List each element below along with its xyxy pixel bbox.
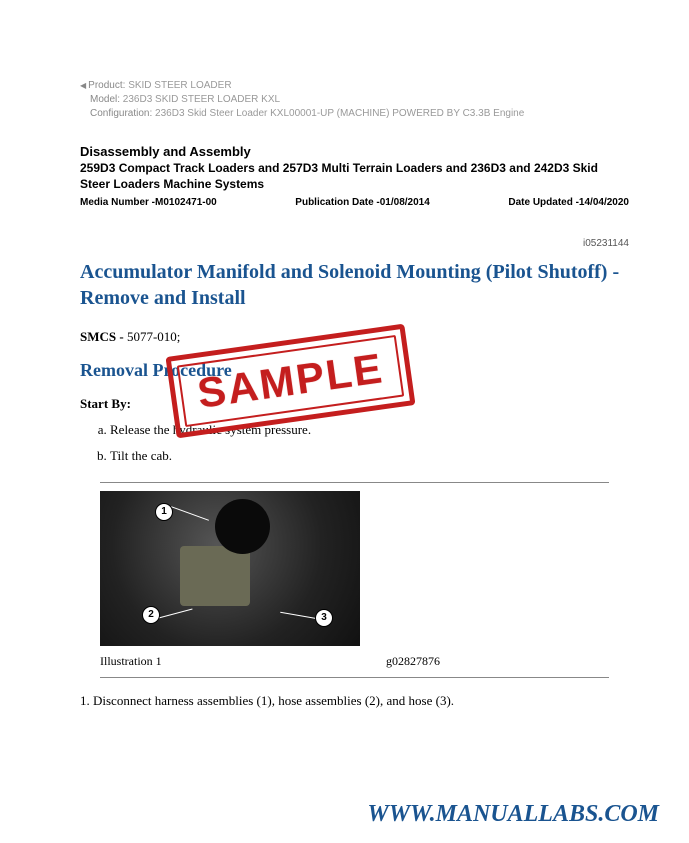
illustration-gnum: g02827876 [386, 654, 440, 669]
date-updated: Date Updated -14/04/2020 [508, 197, 629, 208]
document-page: ◀Product: SKID STEER LOADER Model: 236D3… [0, 0, 689, 729]
step-1: 1. Disconnect harness assemblies (1), ho… [80, 693, 629, 709]
illustration-wrap: 1 2 3 [100, 491, 629, 646]
caption-row: Illustration 1 g02827876 [100, 654, 440, 669]
product-label: Product: [88, 80, 125, 91]
divider-bottom [100, 677, 609, 678]
config-label: Configuration: [90, 108, 152, 119]
smcs-label: SMCS - [80, 329, 124, 344]
doc-id: i05231144 [80, 238, 629, 249]
meta-product: ◀Product: SKID STEER LOADER [80, 80, 629, 91]
divider-top [100, 482, 609, 483]
step-b: Tilt the cab. [110, 448, 629, 464]
section-header: Disassembly and Assembly 259D3 Compact T… [80, 144, 629, 208]
media-number: Media Number -M0102471-00 [80, 197, 217, 208]
da-subtitle: 259D3 Compact Track Loaders and 257D3 Mu… [80, 161, 629, 192]
start-by-list: Release the hydraulic system pressure. T… [80, 422, 629, 464]
meta-config: Configuration: 236D3 Skid Steer Loader K… [80, 108, 629, 119]
da-title: Disassembly and Assembly [80, 144, 629, 159]
footer-url: WWW.MANUALLABS.COM [367, 801, 659, 828]
config-value: 236D3 Skid Steer Loader KXL00001-UP (MAC… [155, 108, 524, 119]
smcs-line: SMCS - 5077-010; [80, 329, 629, 345]
model-value: 236D3 SKID STEER LOADER KXL [123, 94, 280, 105]
product-value: SKID STEER LOADER [128, 80, 231, 91]
model-label: Model: [90, 94, 120, 105]
illustration-label: Illustration 1 [100, 654, 162, 669]
main-title: Accumulator Manifold and Solenoid Mounti… [80, 259, 629, 311]
removal-title: Removal Procedure [80, 360, 629, 381]
start-by-label: Start By: [80, 396, 629, 412]
publication-date: Publication Date -01/08/2014 [295, 197, 430, 208]
triangle-icon: ◀ [80, 81, 86, 90]
media-row: Media Number -M0102471-00 Publication Da… [80, 197, 629, 208]
smcs-value: 5077-010; [124, 329, 181, 344]
meta-model: Model: 236D3 SKID STEER LOADER KXL [80, 94, 629, 105]
step-a: Release the hydraulic system pressure. [110, 422, 629, 438]
illustration-image: 1 2 3 [100, 491, 360, 646]
